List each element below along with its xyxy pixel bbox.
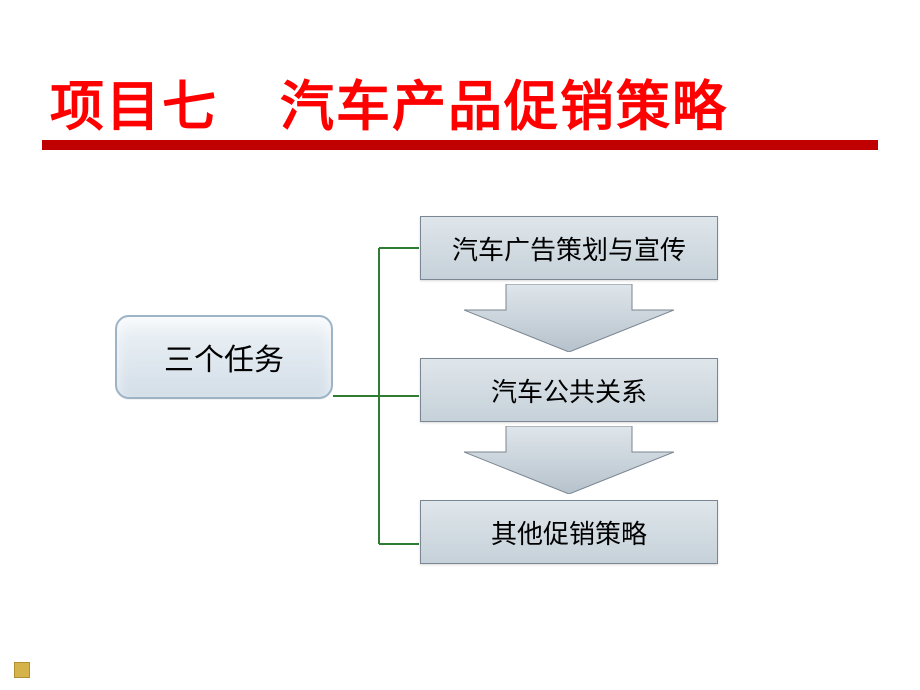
flow-box-advertising: 汽车广告策划与宣传 <box>420 216 718 280</box>
flow-box-pr: 汽车公共关系 <box>420 358 718 422</box>
slide-title: 项目七 汽车产品促销策略 <box>50 62 728 141</box>
flow-box-other: 其他促销策略 <box>420 500 718 564</box>
flow-arrow-down-icon <box>464 426 674 494</box>
flow-box-label: 其他促销策略 <box>491 514 647 551</box>
flow-arrow-down-icon <box>464 284 674 352</box>
flow-box-label: 汽车广告策划与宣传 <box>452 230 686 267</box>
slide: 项目七 汽车产品促销策略 三个任务 汽车广告策划与宣传 汽车公共关系 其他促销策… <box>0 0 920 690</box>
flow-box-label: 汽车公共关系 <box>491 372 647 409</box>
bracket-connector <box>333 240 419 552</box>
title-band: 项目七 汽车产品促销策略 <box>42 60 878 156</box>
left-task-box: 三个任务 <box>115 315 333 399</box>
corner-decoration-icon <box>14 662 30 678</box>
left-task-label: 三个任务 <box>164 335 284 379</box>
title-underline <box>42 140 878 150</box>
